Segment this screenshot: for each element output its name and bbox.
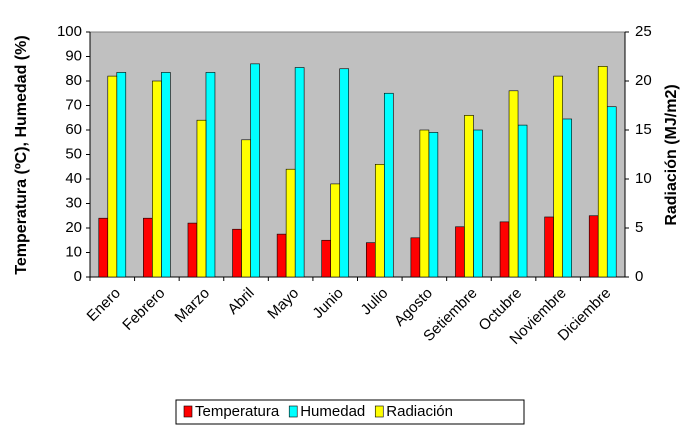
y-tick-label: 90 <box>65 47 82 64</box>
x-tick-label: Abril <box>224 285 257 318</box>
bar <box>597 66 608 278</box>
bar <box>143 217 153 278</box>
bar <box>196 119 207 278</box>
bar <box>562 118 572 278</box>
bar <box>464 115 474 278</box>
y-tick-label: 50 <box>65 145 82 162</box>
legend-swatch <box>288 405 298 418</box>
y2-tick-label: 20 <box>635 72 652 89</box>
bar <box>499 221 510 278</box>
bar <box>428 132 439 278</box>
y2-tick-label: 10 <box>635 170 652 187</box>
bar <box>98 217 109 278</box>
bar <box>365 242 376 278</box>
bar <box>374 164 385 278</box>
bar <box>285 168 296 278</box>
y2-tick-label: 5 <box>635 219 643 236</box>
x-tick-label: Enero <box>84 285 124 325</box>
bar <box>330 183 341 278</box>
bar <box>383 92 394 278</box>
x-tick-label: Junio <box>309 285 346 322</box>
bar <box>276 233 287 278</box>
y2-tick-label: 25 <box>635 23 652 40</box>
bar <box>116 72 127 278</box>
bar <box>419 129 430 278</box>
bar <box>321 239 332 278</box>
y-tick-label: 40 <box>65 170 82 187</box>
y-tick-label: 60 <box>65 121 82 138</box>
legend <box>175 399 525 425</box>
legend-swatch <box>374 405 384 418</box>
legend-label: Humedad <box>300 403 365 420</box>
y2-tick-label: 15 <box>635 121 652 138</box>
bar <box>544 216 554 278</box>
y2-axis-label: Radiación (MJ/m2) <box>663 84 680 225</box>
bar <box>339 68 350 278</box>
y-tick-label: 10 <box>65 243 82 260</box>
legend-label: Radiación <box>386 403 453 420</box>
legend-swatch <box>183 405 193 418</box>
bar <box>161 72 171 278</box>
legend-label: Temperatura <box>195 403 280 420</box>
y-tick-label: 30 <box>65 194 82 211</box>
bar <box>205 72 216 278</box>
bar <box>152 80 162 278</box>
x-tick-label: Mayo <box>264 285 302 323</box>
bar <box>508 90 519 278</box>
bar <box>588 215 599 278</box>
bar <box>107 75 118 278</box>
x-tick-label: Febrero <box>119 285 168 334</box>
plot-area <box>89 31 626 278</box>
x-tick-label: Julio <box>358 285 392 319</box>
bar <box>455 226 465 278</box>
y-tick-label: 80 <box>65 72 82 89</box>
y-tick-label: 100 <box>57 23 82 40</box>
y-tick-label: 0 <box>74 268 82 285</box>
bar <box>241 139 251 278</box>
y-axis-label: Temperatura (ºC), Humedad (%) <box>13 35 30 274</box>
bar <box>606 106 617 278</box>
bar <box>473 129 483 278</box>
bar <box>517 124 528 278</box>
y-tick-label: 70 <box>65 96 82 113</box>
bar <box>232 228 242 278</box>
bar <box>187 222 198 278</box>
bar <box>250 63 260 278</box>
y-tick-label: 20 <box>65 219 82 236</box>
y2-tick-label: 0 <box>635 268 643 285</box>
bar <box>410 237 421 278</box>
x-tick-label: Marzo <box>172 285 213 326</box>
bar <box>294 67 305 278</box>
bar <box>553 75 563 278</box>
